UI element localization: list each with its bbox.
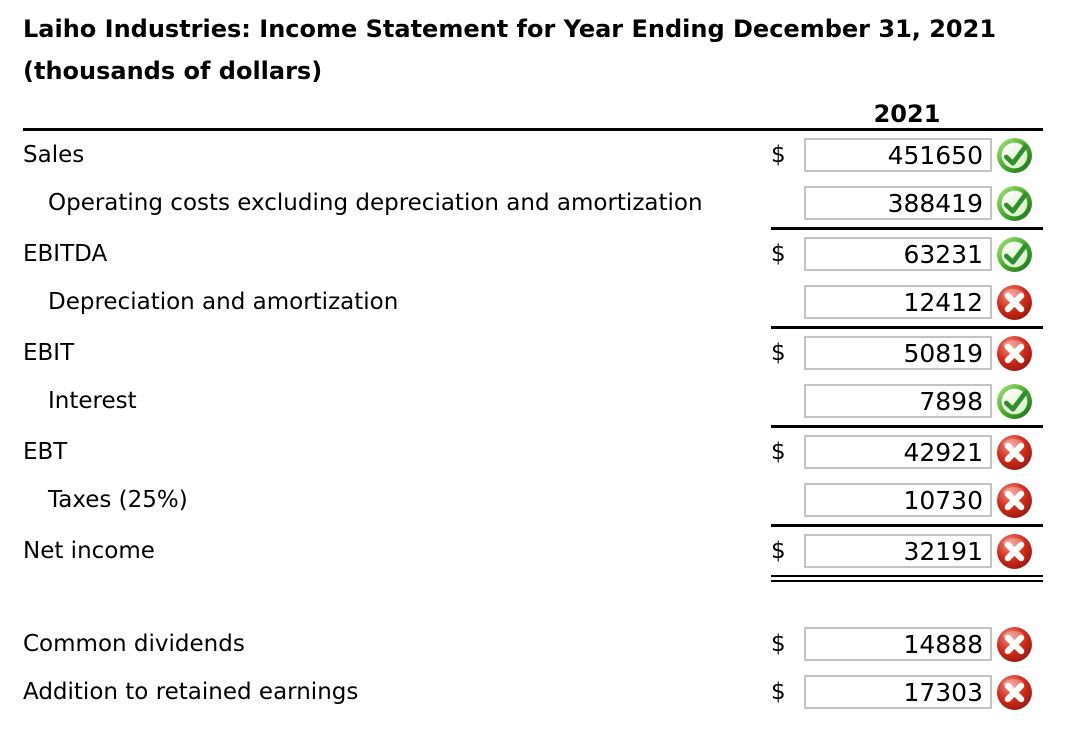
red-x-icon	[995, 673, 1033, 711]
red-x-icon	[995, 334, 1033, 372]
value-input[interactable]	[804, 237, 992, 271]
subtotal-rule	[771, 227, 1043, 230]
value-input[interactable]	[804, 384, 992, 418]
row-value-group: $	[771, 136, 1043, 174]
year-column-header: 2021	[873, 100, 941, 128]
currency-symbol: $	[771, 631, 786, 657]
statement-row: Depreciation and amortization	[23, 278, 1043, 326]
distribution-rows: Common dividends $ Addition to retained …	[23, 620, 1043, 716]
row-value-group: $	[771, 673, 1043, 711]
subtotal-rule	[771, 326, 1043, 329]
statement-row: Addition to retained earnings $	[23, 668, 1043, 716]
subtotal-rule	[771, 524, 1043, 527]
value-input[interactable]	[804, 138, 992, 172]
row-label: Interest	[48, 388, 137, 414]
row-value-group	[771, 283, 1043, 321]
currency-symbol: $	[771, 241, 786, 267]
value-input[interactable]	[804, 336, 992, 370]
statement-row: EBT $	[23, 428, 1043, 476]
income-statement-rows: Sales $ Operating costs excluding deprec…	[23, 131, 1043, 582]
statement-row: Operating costs excluding depreciation a…	[23, 179, 1043, 227]
row-value-group: $	[771, 532, 1043, 570]
currency-symbol: $	[771, 439, 786, 465]
red-x-icon	[995, 625, 1033, 663]
subtotal-rule	[771, 425, 1043, 428]
row-value-group	[771, 184, 1043, 222]
value-input[interactable]	[804, 483, 992, 517]
row-value-group: $	[771, 625, 1043, 663]
row-label: Addition to retained earnings	[23, 679, 359, 705]
currency-symbol: $	[771, 538, 786, 564]
statement-row: Sales $	[23, 131, 1043, 179]
row-label: EBT	[23, 439, 68, 465]
statement-row: Interest	[23, 377, 1043, 425]
row-value-group	[771, 382, 1043, 420]
statement-row: Net income $	[23, 527, 1043, 575]
red-x-icon	[995, 481, 1033, 519]
red-x-icon	[995, 532, 1033, 570]
value-input[interactable]	[804, 534, 992, 568]
value-input[interactable]	[804, 675, 992, 709]
value-input[interactable]	[804, 285, 992, 319]
year-header-row: 2021	[23, 94, 1043, 128]
row-label: Operating costs excluding depreciation a…	[48, 190, 703, 216]
page-title-line2: (thousands of dollars)	[23, 57, 323, 85]
row-value-group: $	[771, 334, 1043, 372]
currency-symbol: $	[771, 679, 786, 705]
value-input[interactable]	[804, 435, 992, 469]
red-x-icon	[995, 433, 1033, 471]
green-check-icon	[995, 235, 1033, 273]
row-value-group	[771, 481, 1043, 519]
green-check-icon	[995, 184, 1033, 222]
row-value-group: $	[771, 433, 1043, 471]
statement-row: EBITDA $	[23, 230, 1043, 278]
row-label: Common dividends	[23, 631, 245, 657]
green-check-icon	[995, 382, 1033, 420]
currency-symbol: $	[771, 340, 786, 366]
row-label: Sales	[23, 142, 85, 168]
statement-row: Taxes (25%)	[23, 476, 1043, 524]
section-spacer	[23, 582, 1043, 620]
green-check-icon	[995, 136, 1033, 174]
value-input[interactable]	[804, 627, 992, 661]
row-label: Net income	[23, 538, 155, 564]
total-double-rule	[771, 575, 1043, 582]
year-header-cell: 2021	[771, 100, 1043, 128]
row-label: EBIT	[23, 340, 75, 366]
currency-symbol: $	[771, 142, 786, 168]
value-input[interactable]	[804, 186, 992, 220]
red-x-icon	[995, 283, 1033, 321]
page-title: Laiho Industries: Income Statement for Y…	[23, 8, 1043, 92]
row-label: Taxes (25%)	[48, 487, 188, 513]
page-title-line1: Laiho Industries: Income Statement for Y…	[23, 15, 997, 43]
statement-row: Common dividends $	[23, 620, 1043, 668]
row-label: Depreciation and amortization	[48, 289, 399, 315]
row-value-group: $	[771, 235, 1043, 273]
row-label: EBITDA	[23, 241, 108, 267]
statement-row: EBIT $	[23, 329, 1043, 377]
table-top-rule	[23, 128, 1043, 131]
